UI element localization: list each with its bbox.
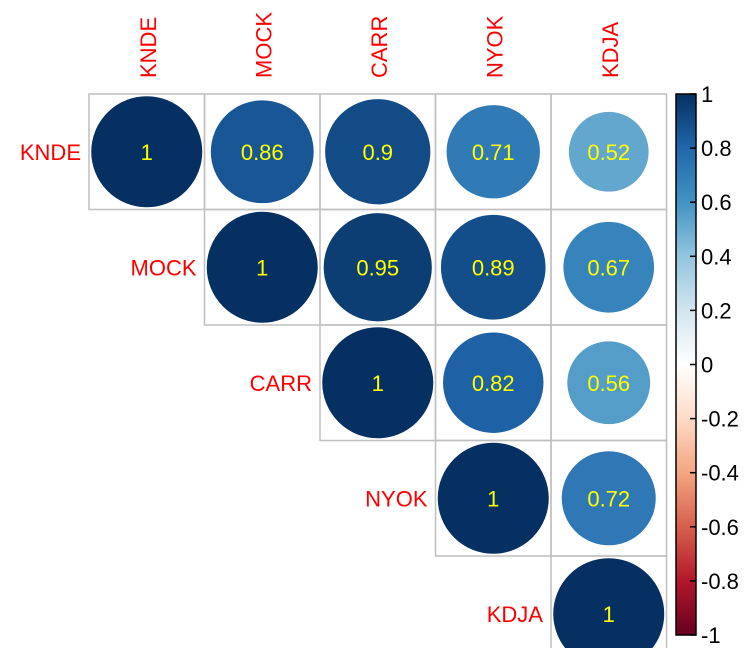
legend-tick-label: -0.8 (701, 569, 739, 594)
legend-tick-label: -0.2 (701, 407, 739, 432)
legend-tick-label: -0.4 (701, 461, 739, 486)
value-label-mock-mock: 1 (256, 255, 268, 280)
value-label-mock-nyok: 0.89 (472, 255, 515, 280)
correlation-circle-knde-mock (209, 99, 315, 205)
row-label-carr: CARR (250, 371, 312, 396)
correlation-circle-carr-carr (321, 326, 435, 440)
value-label-mock-carr: 0.95 (356, 255, 399, 280)
correlation-circle-knde-knde (90, 95, 204, 209)
legend-tick-label: 0.4 (701, 244, 732, 269)
correlation-circle-carr-kdja (566, 340, 652, 426)
correlation-circle-mock-mock (205, 210, 319, 324)
column-label-mock: MOCK (251, 12, 276, 78)
correlation-circle-mock-carr (322, 212, 433, 323)
legend-tick-label: 0.6 (701, 190, 732, 215)
row-label-kdja: KDJA (487, 602, 544, 627)
column-label-knde: KNDE (136, 17, 161, 78)
column-label-nyok: NYOK (482, 15, 507, 78)
row-label-nyok: NYOK (365, 486, 428, 511)
legend-tick-label: -0.6 (701, 515, 739, 540)
value-label-carr-carr: 1 (372, 371, 384, 396)
value-label-knde-kdja: 0.52 (587, 140, 630, 165)
column-label-carr: CARR (367, 16, 392, 78)
value-label-nyok-kdja: 0.72 (587, 486, 630, 511)
row-label-mock: MOCK (131, 255, 197, 280)
correlation-circle-carr-nyok (442, 331, 545, 434)
value-label-knde-nyok: 0.71 (472, 140, 515, 165)
value-label-kdja-kdja: 1 (603, 602, 615, 627)
correlation-circle-knde-kdja (567, 110, 650, 193)
grid-cell (550, 555, 668, 653)
value-label-knde-mock: 0.86 (241, 140, 284, 165)
row-label-knde: KNDE (20, 140, 81, 165)
legend-tick-label: 0.2 (701, 298, 732, 323)
legend-tick-label: -1 (701, 623, 721, 648)
correlation-circle-knde-carr (324, 98, 432, 206)
correlation-circle-knde-nyok (445, 104, 541, 200)
value-label-carr-nyok: 0.82 (472, 371, 515, 396)
correlation-circle-mock-nyok (439, 213, 547, 321)
column-label-kdja: KDJA (598, 21, 623, 78)
correlation-circle-mock-kdja (562, 220, 656, 314)
value-label-carr-kdja: 0.56 (587, 371, 630, 396)
correlation-circle-nyok-kdja (560, 450, 657, 547)
legend-tick-label: 1 (701, 82, 713, 107)
correlation-circle-kdja-kdja (552, 557, 666, 653)
value-label-nyok-nyok: 1 (487, 486, 499, 511)
legend-tick-label: 0 (701, 353, 713, 378)
correlation-circle-nyok-nyok (436, 441, 550, 555)
legend-tick-label: 0.8 (701, 136, 732, 161)
value-label-knde-knde: 1 (141, 140, 153, 165)
value-label-mock-kdja: 0.67 (587, 255, 630, 280)
value-label-knde-carr: 0.9 (362, 140, 393, 165)
